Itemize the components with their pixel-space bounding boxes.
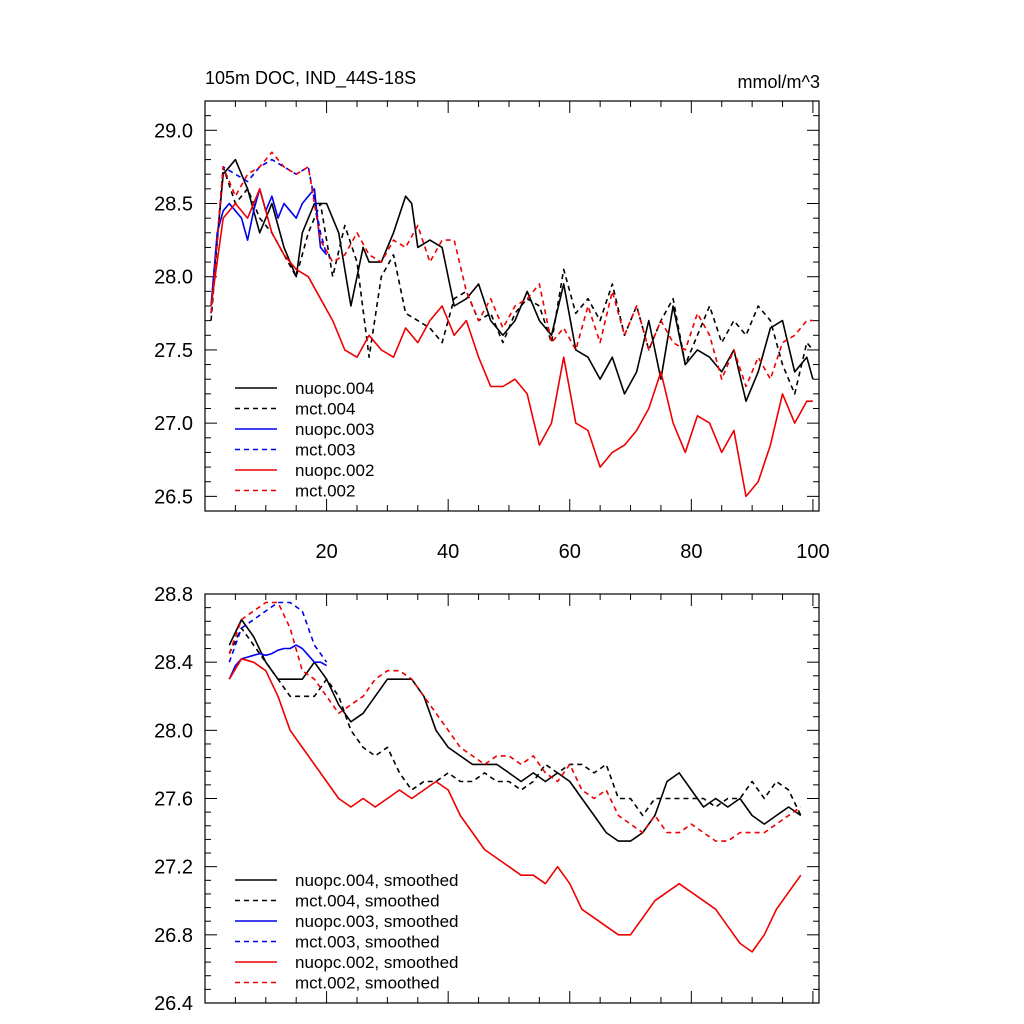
- bottom-panel: 26.4 26.8 27.2 27.6 28.0 28.4 28.8 nuopc.004, s…: [154, 584, 820, 1015]
- y-tick-label: 29.0: [154, 120, 193, 142]
- series-line-mct-002-smoothed: [228, 601, 802, 842]
- legend-label: nuopc.003, smoothed: [295, 912, 459, 931]
- y-tick-label: 26.5: [154, 486, 193, 508]
- legend-label: nuopc.004, smoothed: [295, 871, 459, 890]
- legend-label: mct.003: [295, 441, 355, 460]
- series-line-mct-004: [210, 166, 814, 395]
- series-line-nuopc-003-smoothed: [228, 644, 327, 680]
- y-tick-label: 28.0: [154, 720, 193, 742]
- legend-label: nuopc.002: [295, 461, 374, 480]
- series-line-mct-004-smoothed: [228, 627, 802, 817]
- y-tick-label: 26.8: [154, 925, 193, 947]
- y-tick-label: 27.2: [154, 857, 193, 879]
- chart-title: 105m DOC, IND_44S-18S: [205, 68, 416, 89]
- series-line-nuopc-002-smoothed: [228, 657, 802, 953]
- series-line-nuopc-002: [210, 188, 813, 498]
- legend-label: mct.002: [295, 482, 355, 501]
- legend-label: mct.002, smoothed: [295, 974, 440, 993]
- legend-label: mct.004: [295, 400, 355, 419]
- x-tick-label: 80: [680, 541, 702, 563]
- legend-label: nuopc.004: [295, 379, 374, 398]
- y-tick-label: 27.0: [154, 413, 193, 435]
- y-tick-label: 28.8: [154, 584, 193, 606]
- y-tick-label: 28.5: [154, 194, 193, 216]
- top-panel: 105m DOC, IND_44S-18S mmol/m^3 26.5 27.0 2…: [154, 68, 830, 563]
- legend-label: nuopc.002, smoothed: [295, 953, 459, 972]
- legend-label: mct.003, smoothed: [295, 933, 440, 952]
- series-line-mct-003-smoothed: [228, 601, 328, 663]
- y-tick-label: 27.6: [154, 789, 193, 811]
- y-tick-label: 28.4: [154, 652, 193, 674]
- units-label: mmol/m^3: [738, 72, 820, 92]
- y-tick-label: 28.0: [154, 267, 193, 289]
- x-tick-label: 40: [437, 541, 459, 563]
- legend-label: mct.004, smoothed: [295, 892, 440, 911]
- series-line-mct-003: [210, 158, 328, 314]
- legend-label: nuopc.003: [295, 420, 374, 439]
- series-line-nuopc-004: [210, 158, 814, 403]
- series-line-nuopc-003: [210, 188, 328, 307]
- x-tick-label: 60: [559, 541, 581, 563]
- x-tick-label: 100: [796, 541, 829, 563]
- x-tick-label: 20: [315, 541, 337, 563]
- y-tick-label: 27.5: [154, 340, 193, 362]
- series-line-mct-002: [210, 151, 813, 388]
- y-tick-label: 26.4: [154, 993, 193, 1015]
- series-line-nuopc-004-smoothed: [228, 618, 802, 842]
